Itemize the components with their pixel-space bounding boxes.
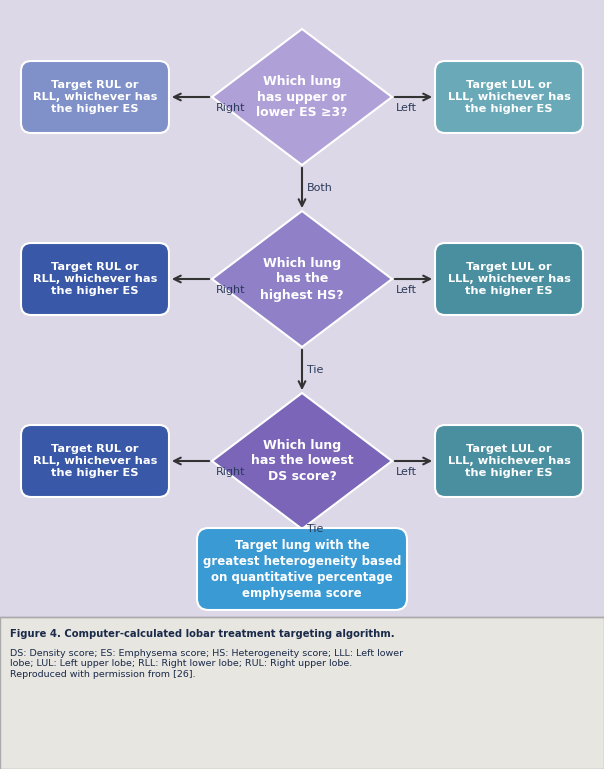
Text: Right: Right [216,467,245,477]
Text: Figure 4. Computer-calculated lobar treatment targeting algorithm.: Figure 4. Computer-calculated lobar trea… [10,629,394,639]
Text: Which lung
has upper or
lower ES ≥3?: Which lung has upper or lower ES ≥3? [256,75,348,119]
Polygon shape [212,29,392,165]
Text: Which lung
has the lowest
DS score?: Which lung has the lowest DS score? [251,438,353,484]
Text: Left: Left [396,285,417,295]
Text: Target RUL or
RLL, whichever has
the higher ES: Target RUL or RLL, whichever has the hig… [33,261,157,296]
FancyBboxPatch shape [435,243,583,315]
Text: Both: Both [307,183,333,193]
Polygon shape [212,393,392,529]
Text: Left: Left [396,467,417,477]
Text: Tie: Tie [307,365,323,375]
Text: Target LUL or
LLL, whichever has
the higher ES: Target LUL or LLL, whichever has the hig… [448,444,570,478]
Text: Left: Left [396,103,417,113]
FancyBboxPatch shape [0,617,604,769]
Polygon shape [212,211,392,347]
Text: Right: Right [216,285,245,295]
Text: Target lung with the
greatest heterogeneity based
on quantitative percentage
emp: Target lung with the greatest heterogene… [203,538,401,600]
FancyBboxPatch shape [21,425,169,497]
Text: Target RUL or
RLL, whichever has
the higher ES: Target RUL or RLL, whichever has the hig… [33,444,157,478]
FancyBboxPatch shape [197,528,407,610]
Text: DS: Density score; ES: Emphysema score; HS: Heterogeneity score; LLL: Left lower: DS: Density score; ES: Emphysema score; … [10,649,403,679]
Text: Right: Right [216,103,245,113]
Text: Tie: Tie [307,524,323,534]
FancyBboxPatch shape [21,243,169,315]
Text: Target LUL or
LLL, whichever has
the higher ES: Target LUL or LLL, whichever has the hig… [448,80,570,115]
Text: Which lung
has the
highest HS?: Which lung has the highest HS? [260,257,344,301]
FancyBboxPatch shape [435,425,583,497]
Text: Target RUL or
RLL, whichever has
the higher ES: Target RUL or RLL, whichever has the hig… [33,80,157,115]
FancyBboxPatch shape [21,61,169,133]
FancyBboxPatch shape [435,61,583,133]
Text: Target LUL or
LLL, whichever has
the higher ES: Target LUL or LLL, whichever has the hig… [448,261,570,296]
